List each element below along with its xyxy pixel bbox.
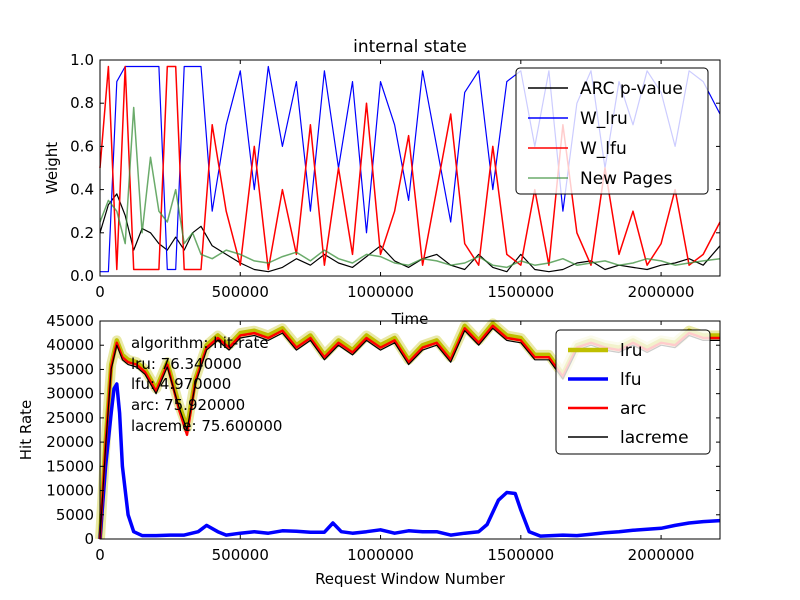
bottom-axes-frame [99,320,721,540]
bottom-y-tick-label: 45000 [46,312,94,330]
bottom-legend-label-lacreme: lacreme [620,428,689,448]
top-x-axis-label: Time [391,310,429,328]
top-y-tick-label: 0.0 [70,267,94,285]
top-y-tick-label: 0.4 [70,181,94,199]
bottom-x-tick-label: 1000000 [347,546,414,564]
top-x-tick-label: 0 [95,283,105,301]
bottom-legend-label-lru: lru [620,341,643,361]
top-x-tick-label: 2000000 [628,283,695,301]
top-y-tick-label: 0.8 [70,94,94,112]
bottom-axes-ticks: 0 500000 1000000 1500000 2000000 0 5000 10000 15… [46,312,720,564]
top-axes-ticks: 0 500000 1000000 1500000 2000000 0.0 0.2 0.4 0.6… [70,51,720,301]
bottom-legend: lru lfu arc lacreme [555,329,711,455]
bottom-legend-frame [555,329,711,455]
bottom-x-tick-label: 2000000 [628,546,695,564]
hit-rate-annotation: algorithm: hit-rate lru: 76.340000 lfu: … [131,334,282,435]
bottom-x-tick-label: 500000 [212,546,269,564]
bottom-y-tick-label: 15000 [46,457,94,475]
top-chart: internal state 0 500000 1000000 1500000 2000… [43,37,721,328]
top-y-axis-label: Weight [43,142,61,194]
top-y-tick-label: 1.0 [70,51,94,69]
top-x-tick-label: 1000000 [347,283,414,301]
top-x-tick-label: 1500000 [487,283,554,301]
bottom-legend-label-lfu: lfu [620,370,641,390]
bottom-x-axis-label: Request Window Number [315,570,506,588]
top-legend: ARC p-value W_lru W_lfu New Pages [515,67,709,195]
annotation-line-lfu: lfu: 4.970000 [131,375,231,393]
top-axes-frame [99,59,721,277]
top-chart-title: internal state [353,37,467,57]
bottom-x-tick-label: 0 [95,546,105,564]
top-legend-label-w-lfu: W_lfu [580,139,627,159]
top-legend-label-arc-p-value: ARC p-value [580,79,683,99]
bottom-y-tick-label: 30000 [46,385,94,403]
bottom-y-tick-label: 10000 [46,482,94,500]
annotation-line-arc: arc: 75.920000 [131,396,245,414]
bottom-legend-label-arc: arc [620,399,646,419]
top-y-tick-label: 0.2 [70,224,94,242]
bottom-y-tick-label: 0 [84,530,94,548]
bottom-y-axis-label: Hit Rate [17,400,35,461]
bottom-series-lfu [98,382,721,540]
bottom-x-tick-label: 1500000 [487,546,554,564]
top-y-tick-label: 0.6 [70,137,94,155]
annotation-line-lru: lru: 76.340000 [131,355,242,373]
bottom-y-tick-label: 25000 [46,409,94,427]
bottom-y-tick-label: 20000 [46,433,94,451]
bottom-y-tick-label: 5000 [56,506,94,524]
top-legend-label-w-lru: W_lru [580,109,628,129]
top-legend-frame [515,67,709,195]
annotation-header: algorithm: hit-rate [131,334,269,352]
top-x-tick-label: 500000 [212,283,269,301]
bottom-chart: 0 500000 1000000 1500000 2000000 0 5000 10000 15… [17,312,721,588]
top-series-arc-p-value [99,193,721,273]
top-legend-label-new-pages: New Pages [580,169,673,189]
top-series-new-pages [99,106,721,269]
bottom-y-tick-label: 35000 [46,360,94,378]
annotation-line-lacreme: lacreme: 75.600000 [131,417,282,435]
bottom-y-tick-label: 40000 [46,336,94,354]
